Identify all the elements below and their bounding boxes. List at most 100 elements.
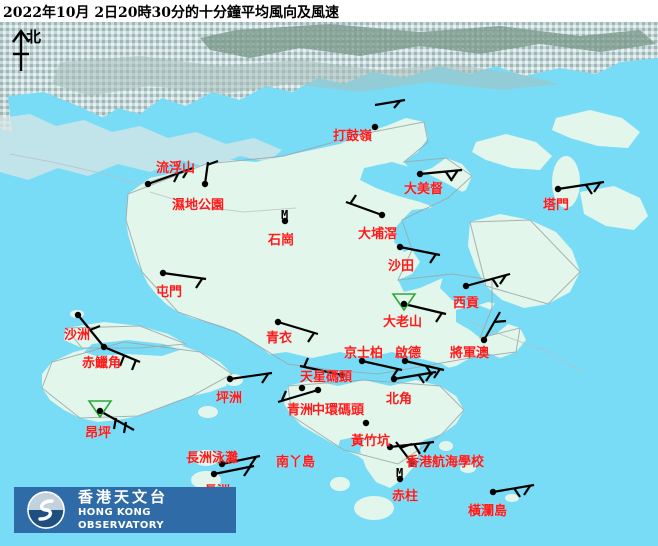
station-label-橫瀾島[interactable]: 橫瀾島 (468, 504, 508, 519)
station-marker-dot (96, 407, 104, 415)
hko-logo-chinese: 香港天文台 (78, 487, 169, 506)
station-label-大埔滘[interactable]: 大埔滘 (358, 227, 398, 242)
station-marker-dot (358, 357, 366, 365)
station-label-西貢[interactable]: 西貢 (453, 296, 480, 311)
mainland-hills (200, 24, 656, 58)
station-label-北角[interactable]: 北角 (386, 392, 413, 407)
station-marker-dot (362, 419, 370, 427)
tolo-harbour (360, 162, 500, 226)
station-label-京士柏[interactable]: 京士柏 (344, 346, 384, 361)
station-label-啟德[interactable]: 啟德 (395, 346, 422, 361)
hong-kong-island (284, 380, 464, 472)
island-se-ne (580, 186, 648, 230)
wind-barb-lau-fau-shan (147, 166, 194, 186)
station-label-長洲泳灘[interactable]: 長洲泳灘 (186, 451, 239, 466)
station-marker-dot (338, 371, 346, 379)
station-label-打鼓嶺[interactable]: 打鼓嶺 (333, 129, 373, 144)
station-label-赤鱲角[interactable]: 赤鱲角 (82, 356, 122, 371)
island-tung-lung (439, 441, 453, 451)
hko-logo: 香港天文台 HONG KONG OBSERVATORY (14, 487, 236, 533)
station-label-香港航海學校[interactable]: 香港航海學校 (406, 455, 485, 470)
wind-barb-tai-mei-tuk (419, 168, 463, 182)
wind-barb-ngong-ping (99, 410, 135, 434)
wind-barb-sea-school (395, 441, 413, 464)
island-small-1 (330, 477, 350, 491)
station-label-屯門[interactable]: 屯門 (156, 285, 183, 300)
wind-barb-tai-po-kau (345, 194, 383, 217)
north-label: 北 (26, 28, 42, 46)
station-marker-dot (159, 269, 167, 277)
wind-barb-tap-mun (557, 180, 605, 195)
island-cheung-chau-n (193, 450, 219, 466)
station-label-中環碼頭[interactable]: 中環碼頭 (312, 403, 365, 418)
station-marker-dot (314, 386, 322, 394)
station-marker-dot (401, 357, 409, 365)
calm-wind-symbol: M (281, 208, 289, 222)
station-label-大美督[interactable]: 大美督 (404, 182, 444, 197)
wind-barb-cheung-chau-beach (221, 454, 261, 467)
station-marker-dot (371, 123, 379, 131)
station-label-石崗[interactable]: 石崗 (268, 233, 295, 248)
station-label-沙田[interactable]: 沙田 (388, 259, 415, 274)
station-label-赤柱[interactable]: 赤柱 (392, 489, 419, 504)
station-marker-dot (408, 459, 416, 467)
page-title: 2022年10月 2日20時30分的十分鐘平均風向及風速 (3, 5, 340, 21)
wind-barb-tuen-mun (162, 271, 207, 289)
station-label-流浮山[interactable]: 流浮山 (156, 161, 196, 176)
island-waglan (505, 494, 519, 502)
north-arrow-icon (12, 28, 30, 71)
station-label-將軍澳[interactable]: 將軍澳 (450, 346, 490, 361)
wind-barb-wetland-park (203, 159, 219, 185)
station-marker-dot (396, 243, 404, 251)
hko-logo-english: HONG KONG OBSERVATORY (78, 506, 164, 531)
station-marker-dot (554, 185, 562, 193)
station-label-青衣[interactable]: 青衣 (266, 331, 293, 346)
station-label-昂坪[interactable]: 昂坪 (85, 426, 112, 441)
wind-barb-sha-tin (399, 245, 441, 264)
island-north-east (552, 110, 640, 148)
station-marker-dot (480, 336, 488, 344)
island-plover-cove (472, 134, 552, 170)
station-marker-triangle (87, 400, 113, 419)
station-marker-dot (100, 343, 108, 351)
island-ninepin (460, 463, 476, 473)
wind-barb-cheung-chau (213, 464, 255, 477)
station-marker-dot (298, 384, 306, 392)
station-marker-dot (489, 488, 497, 496)
station-marker-dot (144, 180, 152, 188)
map-canvas (0, 22, 658, 546)
station-label-南丫島[interactable]: 南丫島 (276, 455, 316, 470)
wind-barb-tseung-kwan-o (483, 311, 507, 341)
station-marker-dot (400, 300, 408, 308)
island-lamma (360, 424, 420, 488)
station-label-黃竹坑[interactable]: 黃竹坑 (351, 434, 391, 449)
station-label-濕地公園[interactable]: 濕地公園 (172, 198, 225, 213)
island-po-toi (354, 496, 394, 520)
map-geography (0, 22, 658, 546)
wind-barb-peng-chau (229, 371, 273, 384)
island-tap-mun (552, 156, 580, 208)
station-label-大老山[interactable]: 大老山 (383, 315, 423, 330)
station-marker-dot (462, 282, 470, 290)
island-hei-ling (198, 406, 218, 418)
station-marker-dot (390, 375, 398, 383)
station-label-天星碼頭[interactable]: 天星碼頭 (300, 370, 353, 385)
station-label-沙洲[interactable]: 沙洲 (64, 328, 91, 343)
station-label-青洲[interactable]: 青洲 (287, 403, 314, 418)
station-marker-dot (74, 311, 82, 319)
station-markers-layer (74, 123, 562, 496)
hko-logo-icon (27, 491, 65, 529)
station-marker-dot (218, 460, 226, 468)
wind-barb-chek-lap-kok (103, 345, 141, 371)
wind-barbs-layer (77, 98, 605, 498)
station-marker-dot (396, 475, 404, 483)
station-label-塔門[interactable]: 塔門 (543, 198, 570, 213)
wind-barb-dagujiling (374, 98, 406, 109)
station-label-坪洲[interactable]: 坪洲 (216, 391, 243, 406)
wind-barb-central-pier (277, 388, 319, 404)
station-marker-dot (226, 375, 234, 383)
title-bar: 2022年10月 2日20時30分的十分鐘平均風向及風速 (0, 0, 658, 22)
wind-barb-sha-chau (77, 314, 105, 348)
station-marker-triangle (391, 293, 417, 312)
station-marker-dot (281, 217, 289, 225)
